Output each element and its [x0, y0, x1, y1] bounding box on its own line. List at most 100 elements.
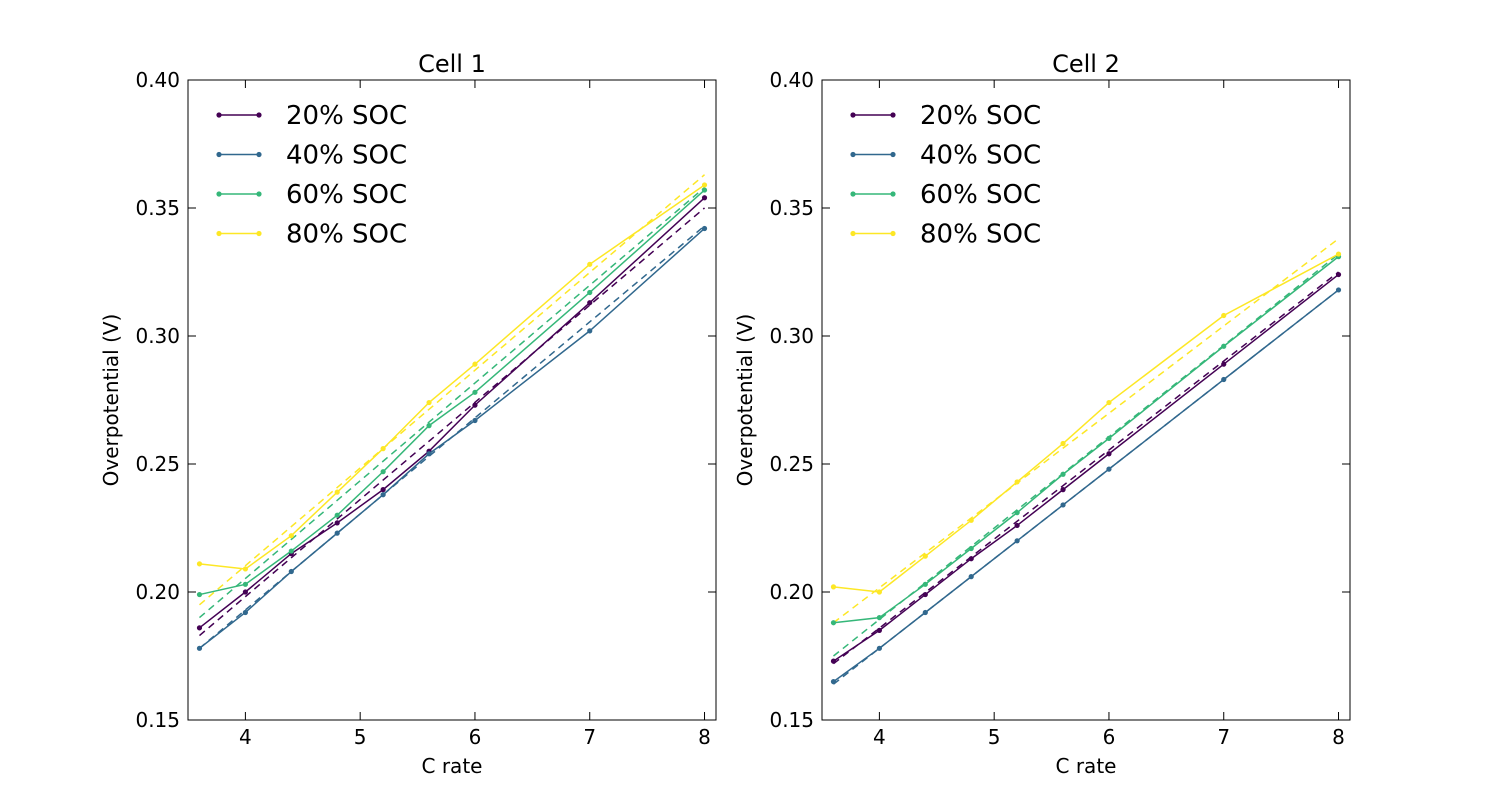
data-point	[1060, 471, 1066, 477]
legend-marker	[890, 191, 896, 197]
data-point	[587, 289, 593, 296]
data-point	[196, 625, 203, 631]
axes-1: 4 5 6 7 8 0.15 0.20 0.25 0.30 0.35 0.40	[135, 68, 716, 749]
data-point	[242, 566, 248, 572]
data-point	[1014, 522, 1020, 529]
x-axis-label-1: C rate	[422, 754, 483, 778]
data-point	[830, 620, 837, 626]
legend-marker	[256, 191, 262, 197]
fit-line	[198, 174, 706, 606]
data-point	[701, 195, 708, 201]
data-point	[587, 300, 593, 306]
data-point	[1014, 538, 1020, 544]
y-axis-label-2: Overpotential (V)	[733, 314, 757, 487]
data-point	[288, 533, 294, 539]
data-point	[830, 679, 837, 685]
legend-marker	[216, 151, 222, 158]
x-axis-label-2: C rate	[1056, 754, 1117, 778]
data-point	[968, 556, 974, 562]
legend-label: 40% SOC	[920, 141, 1041, 171]
data-point	[288, 548, 294, 554]
plot-area-2	[821, 79, 1351, 721]
plot-area-1	[187, 79, 717, 721]
data-point	[876, 615, 882, 621]
legend-marker	[216, 230, 222, 237]
data-point	[876, 627, 882, 634]
legend-label: 40% SOC	[286, 141, 407, 171]
fit-line	[198, 207, 706, 637]
data-point	[380, 492, 386, 498]
data-point	[472, 417, 478, 424]
x-tick-label: 6	[1103, 725, 1116, 749]
y-tick-label: 0.25	[769, 452, 814, 476]
data-point	[587, 328, 593, 334]
legend-marker	[256, 112, 262, 118]
legend-marker	[256, 230, 262, 237]
data-point	[334, 530, 340, 536]
legend-marker	[850, 112, 856, 118]
data-point	[1335, 271, 1342, 278]
data-point	[1335, 251, 1342, 257]
data-point	[472, 402, 478, 408]
legend-marker	[890, 112, 896, 118]
data-point	[922, 581, 928, 587]
data-point	[1060, 440, 1066, 447]
y-tick-label: 0.35	[769, 196, 814, 220]
data-point	[1335, 287, 1342, 293]
data-point	[830, 658, 837, 664]
legend-label: 80% SOC	[920, 220, 1041, 250]
data-point	[922, 553, 928, 559]
x-tick-label: 4	[239, 725, 252, 749]
data-point	[426, 423, 432, 429]
data-point	[922, 609, 928, 616]
data-point	[1106, 435, 1112, 441]
data-point	[1106, 399, 1112, 406]
legend-label: 60% SOC	[286, 180, 407, 210]
data-point	[1106, 451, 1112, 457]
data-point	[701, 225, 708, 232]
data-point	[1221, 312, 1227, 319]
fit-line	[833, 271, 1339, 665]
data-point	[334, 512, 340, 518]
data-point	[242, 609, 248, 616]
legend-marker	[850, 151, 856, 158]
legend-marker	[216, 191, 222, 197]
x-tick-label: 5	[988, 725, 1001, 749]
data-point	[968, 574, 974, 580]
data-point	[196, 645, 203, 651]
y-tick-label: 0.15	[769, 708, 814, 732]
x-tick-label: 8	[1332, 725, 1345, 749]
data-point	[830, 584, 837, 590]
legend-2: 20% SOC 40% SOC 60% SOC 80% SOC	[850, 101, 1041, 250]
data-point	[1106, 466, 1112, 472]
legend-label: 80% SOC	[286, 220, 407, 250]
data-point	[334, 489, 340, 495]
data-point	[922, 591, 928, 598]
y-tick-label: 0.40	[769, 68, 814, 92]
data-point	[1221, 343, 1227, 349]
chart-cell-2: Cell 2 C rate Overpotential (V) 4 5 6 7 8 0.1…	[733, 50, 1351, 778]
legend-marker	[256, 151, 262, 158]
data-point	[1221, 376, 1227, 383]
legend-marker	[850, 230, 856, 237]
data-point	[1014, 479, 1020, 485]
y-tick-label: 0.30	[135, 324, 180, 348]
data-point	[242, 581, 248, 587]
x-tick-label: 8	[698, 725, 711, 749]
data-point	[380, 487, 386, 493]
fit-line	[198, 186, 706, 619]
x-tick-label: 4	[873, 725, 886, 749]
series-lines-1	[196, 182, 708, 651]
data-point	[426, 451, 432, 457]
y-tick-label: 0.35	[135, 196, 180, 220]
legend-1: 20% SOC 40% SOC 60% SOC 80% SOC	[216, 101, 407, 250]
data-point	[472, 361, 478, 367]
chart-title-1: Cell 1	[418, 50, 486, 78]
legend-label: 20% SOC	[286, 101, 407, 131]
y-tick-label: 0.40	[135, 68, 180, 92]
data-point	[701, 187, 708, 193]
y-tick-label: 0.20	[135, 580, 180, 604]
data-point	[876, 589, 882, 595]
data-point	[196, 561, 203, 567]
